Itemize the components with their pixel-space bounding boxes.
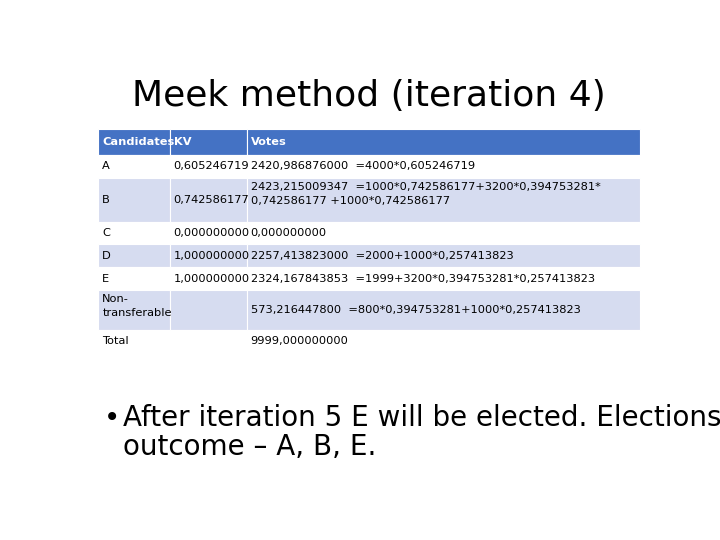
Bar [247,178,639,221]
Bar [247,129,639,155]
Text: Votes: Votes [251,137,287,147]
Bar [99,155,170,178]
Bar [247,221,639,245]
Text: D: D [102,251,111,261]
Text: outcome – A, B, E.: outcome – A, B, E. [124,433,377,461]
Bar [247,290,639,329]
Text: B: B [102,195,110,205]
Text: Candidates: Candidates [102,137,174,147]
Text: After iteration 5 E will be elected. Elections: After iteration 5 E will be elected. Ele… [124,404,720,431]
Text: E: E [102,274,109,284]
Bar [99,129,170,155]
Text: 2420,986876000  =4000*0,605246719: 2420,986876000 =4000*0,605246719 [251,161,474,172]
Bar [170,290,247,329]
Text: 1,000000000: 1,000000000 [174,251,250,261]
Bar [247,329,639,353]
Bar [247,245,639,267]
Bar [170,155,247,178]
Text: 0,000000000: 0,000000000 [174,228,250,238]
Text: Meek method (iteration 4): Meek method (iteration 4) [132,79,606,113]
Text: 1,000000000: 1,000000000 [174,274,250,284]
Bar [170,267,247,290]
Text: 2324,167843853  =1999+3200*0,394753281*0,257413823: 2324,167843853 =1999+3200*0,394753281*0,… [251,274,595,284]
Bar [99,267,170,290]
Bar [99,290,170,329]
Bar [247,155,639,178]
Text: 573,216447800  =800*0,394753281+1000*0,257413823: 573,216447800 =800*0,394753281+1000*0,25… [251,305,580,315]
Bar [170,129,247,155]
Text: 9999,000000000: 9999,000000000 [251,336,348,346]
Text: 0,742586177: 0,742586177 [174,195,249,205]
Bar [170,329,247,353]
Bar [170,178,247,221]
Bar [99,178,170,221]
Bar [99,329,170,353]
Text: 0,605246719: 0,605246719 [174,161,249,172]
Bar [99,221,170,245]
Text: KV: KV [174,137,192,147]
Text: Non-
transferable: Non- transferable [102,294,172,318]
Bar [170,245,247,267]
Text: C: C [102,228,110,238]
Text: 0,000000000: 0,000000000 [251,228,327,238]
Text: A: A [102,161,110,172]
Bar [99,245,170,267]
Bar [247,267,639,290]
Bar [170,221,247,245]
Text: 2257,413823000  =2000+1000*0,257413823: 2257,413823000 =2000+1000*0,257413823 [251,251,513,261]
Text: 2423,215009347  =1000*0,742586177+3200*0,394753281*
0,742586177 +1000*0,74258617: 2423,215009347 =1000*0,742586177+3200*0,… [251,182,600,206]
Text: Total: Total [102,336,129,346]
Text: •: • [104,404,120,431]
